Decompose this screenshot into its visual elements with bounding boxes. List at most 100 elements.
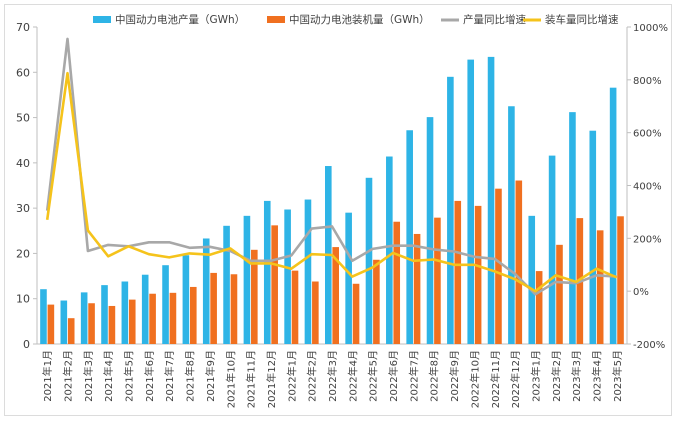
bar-production — [365, 177, 373, 344]
y-tick-label-left: 20 — [16, 247, 30, 260]
bar-production — [487, 56, 495, 344]
bar-installation — [169, 292, 177, 344]
bar-installation — [434, 217, 441, 344]
legend-swatch-bar — [267, 16, 285, 23]
bar-installation — [230, 274, 238, 344]
y-tick-label-right: 400% — [633, 182, 662, 193]
x-tick-label: 2022年4月 — [346, 350, 359, 402]
bar-production — [528, 215, 536, 344]
line-installation-growth — [45, 71, 618, 293]
y-tick-label-left: 50 — [16, 112, 30, 125]
bar-production — [609, 87, 617, 344]
x-tick-label: 2022年3月 — [326, 350, 339, 402]
bar-installation — [474, 205, 482, 344]
bar-installation — [352, 283, 360, 344]
x-tick-label: 2022年8月 — [428, 350, 441, 402]
x-tick-label: 2022年10月 — [468, 350, 481, 408]
bar-production — [101, 285, 108, 344]
bar-production — [182, 255, 190, 344]
bar-production — [80, 292, 88, 344]
x-tick-label: 2021年5月 — [123, 350, 136, 402]
line-production-growth — [45, 37, 617, 296]
x-tick-label: 2021年1月 — [41, 350, 54, 402]
bar-production — [263, 200, 271, 344]
bar-production — [284, 209, 291, 344]
x-tick-label: 2021年8月 — [184, 350, 197, 402]
bar-production — [202, 238, 210, 344]
bar-installation — [535, 271, 543, 344]
bar-installation — [332, 247, 339, 344]
bar-production — [406, 130, 413, 344]
x-tick-label: 2021年10月 — [224, 350, 237, 408]
bar-installation — [515, 180, 523, 344]
legend-label: 中国动力电池产量（GWh） — [115, 13, 245, 26]
x-tick-label: 2021年2月 — [62, 350, 75, 402]
bar-installation — [291, 270, 299, 344]
bar-installation — [312, 281, 319, 344]
bar-production — [223, 225, 230, 344]
y-tick-label-right: 200% — [633, 234, 662, 245]
x-tick-label: 2021年9月 — [204, 350, 217, 402]
bar-production — [121, 281, 129, 344]
x-tick-label: 2023年3月 — [570, 350, 583, 402]
x-tick-label: 2023年5月 — [611, 350, 624, 402]
bar-production — [569, 112, 576, 344]
x-tick-label: 2022年7月 — [407, 350, 420, 402]
bar-production — [345, 212, 352, 344]
bar-production — [162, 265, 169, 344]
x-tick-label: 2023年1月 — [529, 350, 542, 402]
bar-production — [243, 215, 251, 344]
bar-installation — [393, 221, 401, 344]
y-tick-label-left: 10 — [16, 293, 30, 306]
legend-label: 装车量同比增速 — [545, 13, 619, 26]
bar-installation — [596, 230, 604, 344]
y-tick-label-left: 60 — [16, 66, 30, 79]
x-tick-label: 2021年3月 — [82, 350, 95, 402]
bar-installation — [556, 244, 563, 344]
bar-installation — [210, 272, 217, 344]
bar-installation — [373, 259, 380, 344]
bar-installation — [617, 216, 624, 344]
bar-installation — [67, 318, 75, 344]
x-tick-label: 2023年4月 — [590, 350, 603, 402]
bar-installation — [189, 286, 197, 344]
bar-production — [40, 289, 47, 344]
x-tick-label: 2021年12月 — [265, 350, 278, 408]
x-tick-label: 2021年7月 — [163, 350, 176, 402]
y-tick-label-right: -200% — [633, 340, 665, 351]
bar-installation — [271, 225, 278, 344]
bar-production — [386, 156, 393, 344]
bar-installation — [251, 249, 258, 344]
chart-frame: 0 10 20 30 40 50 60 70 -200% 0% 200% 400% 600% 800% 10… — [4, 4, 672, 416]
bar-installation — [495, 188, 502, 344]
x-tick-label: 2022年11月 — [489, 350, 502, 408]
x-tick-label: 2022年9月 — [448, 350, 461, 402]
bar-production — [467, 59, 475, 344]
bar-production — [508, 106, 515, 344]
x-tick-label: 2022年1月 — [285, 350, 298, 402]
bar-production — [60, 300, 68, 344]
legend-swatch-bar — [93, 16, 111, 23]
legend-label: 产量同比增速 — [463, 13, 526, 26]
x-tick-label: 2022年5月 — [367, 350, 380, 402]
bar-installation — [108, 305, 116, 344]
y-tick-label-right: 600% — [633, 129, 662, 140]
bar-production — [141, 274, 149, 344]
bar-installation — [47, 304, 55, 344]
bar-installation — [149, 293, 156, 344]
x-tick-label: 2022年12月 — [509, 350, 522, 408]
x-tick-label: 2021年4月 — [102, 350, 115, 402]
y-tick-label-right: 1000% — [633, 23, 668, 34]
bar-production — [548, 155, 556, 344]
y-tick-label-right: 0% — [633, 287, 649, 298]
y-tick-label-left: 70 — [16, 21, 30, 34]
bar-installation — [454, 200, 462, 344]
x-tick-label: 2021年11月 — [245, 350, 258, 408]
y-tick-label-left: 0 — [23, 338, 30, 351]
bar-installation — [128, 299, 136, 344]
y-tick-label-left: 40 — [16, 157, 30, 170]
y-tick-label-left: 30 — [16, 202, 30, 215]
bar-production — [426, 117, 434, 345]
y-tick-label-right: 800% — [633, 76, 662, 87]
chart: 0 10 20 30 40 50 60 70 -200% 0% 200% 400% 600% 800% 10… — [16, 13, 668, 408]
